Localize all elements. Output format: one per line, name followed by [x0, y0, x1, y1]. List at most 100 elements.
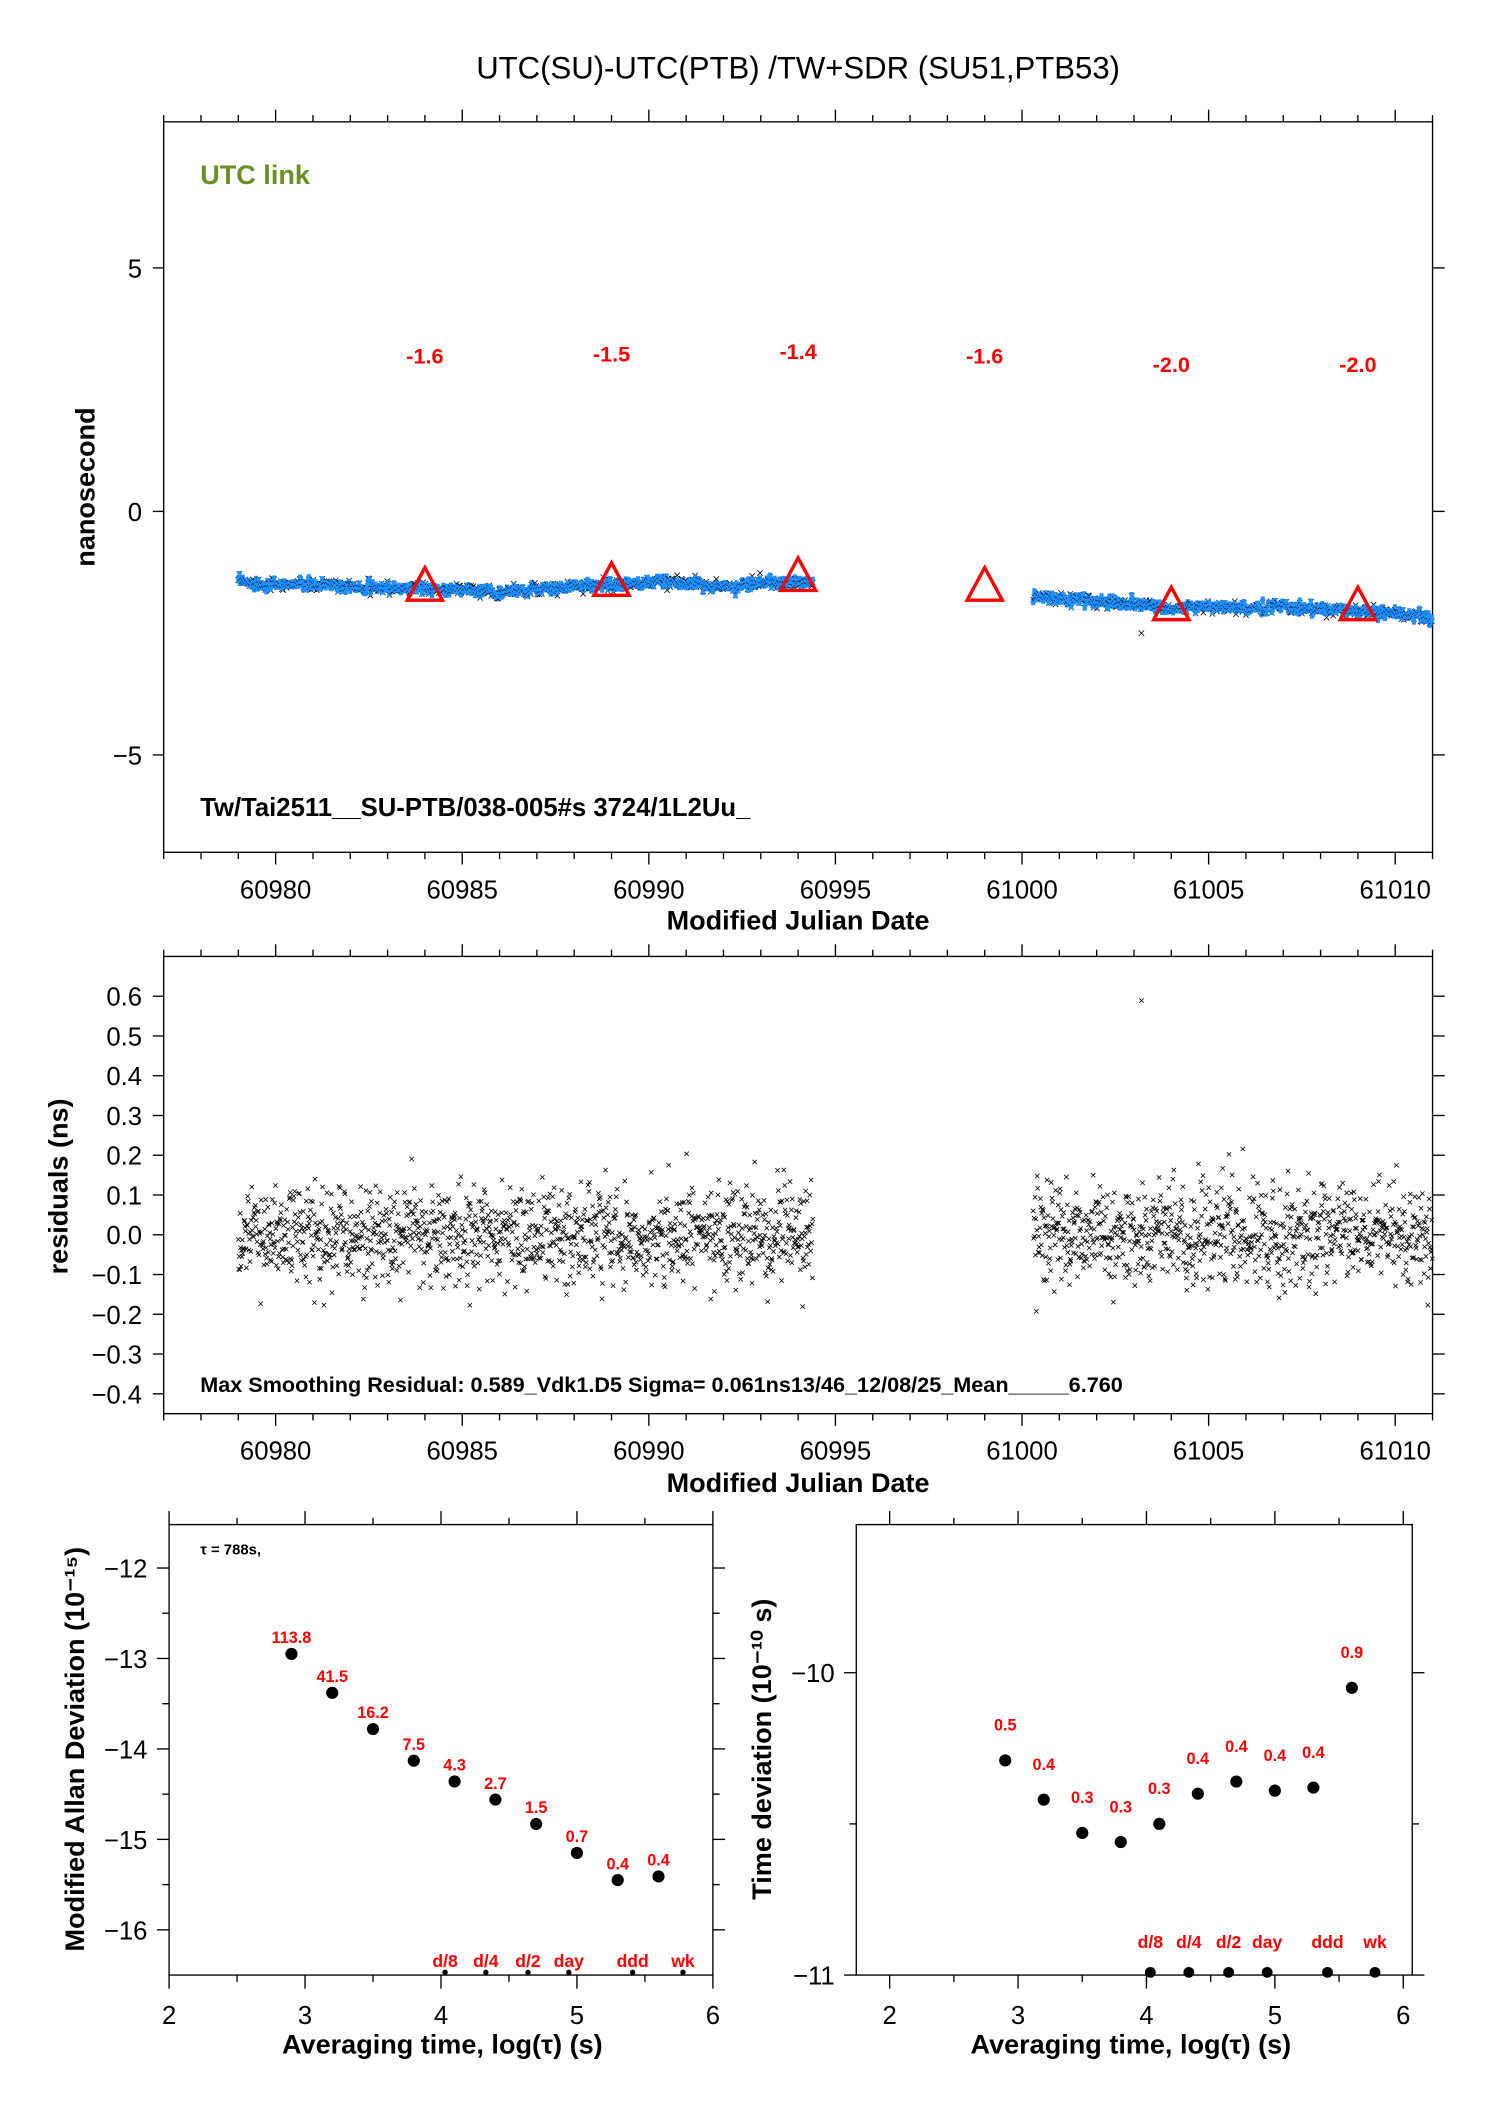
scatter-point: [1429, 1217, 1435, 1223]
scatter-point: [570, 1253, 576, 1259]
x-tick-label: 6: [1396, 2002, 1410, 2030]
scatter-point: [436, 1216, 442, 1222]
scatter-point: [658, 1209, 664, 1215]
scatter-point: [523, 1256, 529, 1262]
scatter-point: [1314, 1264, 1320, 1270]
smoothed-point: [1374, 605, 1379, 614]
scatter-point: [764, 1225, 770, 1231]
scatter-point: [626, 1221, 632, 1227]
scatter-point: [491, 1238, 497, 1243]
scatter-point: [1220, 1165, 1226, 1171]
scatter-point: [598, 1266, 604, 1272]
scatter-point: [1063, 1174, 1069, 1180]
scatter-point: [1376, 1179, 1381, 1184]
y-tick-label: 0.1: [106, 1182, 142, 1210]
scatter-point: [239, 1237, 245, 1243]
smoothed-point: [1373, 611, 1378, 620]
smoothed-point: [528, 587, 533, 596]
scatter-point: [594, 1213, 600, 1218]
scatter-point: [645, 1258, 651, 1264]
scatter-point: [1061, 1226, 1067, 1232]
scatter-point: [406, 1226, 412, 1232]
scatter-point: [1265, 1260, 1271, 1266]
scatter-point: [1045, 1213, 1051, 1218]
scatter-point: [427, 1220, 432, 1226]
scatter-point: [310, 1199, 316, 1205]
period-marker: [1322, 1966, 1333, 1978]
scatter-point: [1239, 1233, 1244, 1238]
scatter-point: [478, 1253, 484, 1259]
scatter-point: [649, 1282, 655, 1288]
scatter-point: [1071, 1219, 1077, 1225]
smoothed-point: [745, 584, 750, 593]
scatter-point: [332, 1245, 338, 1251]
scatter-point: [1251, 1244, 1257, 1250]
scatter-point: [446, 1272, 452, 1278]
scatter-point: [339, 1247, 345, 1253]
scatter-point: [1401, 1234, 1407, 1240]
scatter-point: [721, 1245, 727, 1251]
scatter-point: [401, 1226, 407, 1232]
scatter-point: [375, 1222, 381, 1228]
scatter-point: [338, 1212, 344, 1218]
smoothed-point: [1116, 596, 1121, 605]
scatter-point: [269, 1259, 274, 1265]
scatter-point: [1155, 1227, 1161, 1233]
scatter-point: [701, 1225, 707, 1231]
smoothed-point: [1239, 600, 1244, 609]
scatter-point: [1284, 1248, 1290, 1254]
scatter-point: [407, 1199, 413, 1205]
scatter-point: [462, 1228, 468, 1234]
scatter-point: [1195, 1219, 1201, 1225]
scatter-point: [1306, 1170, 1312, 1176]
scatter-point: [1337, 1219, 1343, 1225]
smoothed-point: [1099, 593, 1104, 602]
scatter-point: [556, 1223, 561, 1229]
smoothed-point: [548, 588, 553, 597]
scatter-point: [1070, 1215, 1076, 1221]
scatter-point: [1207, 1199, 1213, 1205]
scatter-point: [1214, 1189, 1220, 1195]
smoothed-point: [615, 583, 620, 592]
scatter-point: [1133, 1267, 1139, 1273]
triangle-marker: [591, 559, 632, 597]
scatter-point: [749, 1252, 754, 1258]
scatter-point: [1063, 1268, 1068, 1274]
scatter-point: [675, 1237, 681, 1243]
scatter-point: [587, 1217, 593, 1222]
data-point: [1307, 1781, 1320, 1794]
scatter-point: [260, 1239, 266, 1245]
data-point: [1076, 1826, 1089, 1840]
scatter-point: [333, 1214, 338, 1220]
scatter-point: [638, 1253, 644, 1259]
scatter-point: [1303, 1235, 1309, 1241]
scatter-point: [762, 1270, 768, 1276]
scatter-point: [629, 1212, 635, 1218]
scatter-point: [466, 1200, 472, 1206]
scatter-point: [1409, 1255, 1415, 1261]
smoothed-point: [454, 582, 459, 591]
scatter-point: [663, 1196, 669, 1202]
scatter-point: [1124, 1268, 1130, 1274]
scatter-point: [661, 1274, 667, 1280]
scatter-point: [1399, 1242, 1405, 1247]
scatter-point: [430, 1208, 436, 1214]
scatter-point: [428, 1285, 434, 1291]
smoothed-point: [1193, 607, 1198, 616]
scatter-point: [1073, 1251, 1079, 1257]
scatter-point: [1320, 1252, 1326, 1258]
scatter-point: [518, 1242, 524, 1248]
scatter-point: [1280, 1221, 1286, 1227]
scatter-point: [576, 1270, 582, 1276]
smoothed-point: [1289, 601, 1294, 610]
scatter-point: [562, 1215, 568, 1221]
scatter-point: [609, 1250, 615, 1256]
scatter-point: [376, 1250, 382, 1256]
scatter-point: [1117, 1226, 1123, 1232]
scatter-point: [1357, 1196, 1363, 1202]
scatter-point: [731, 1221, 737, 1227]
scatter-point: [404, 1204, 410, 1210]
x-tick-label: 61005: [1173, 876, 1244, 904]
x-tick-label: 6: [706, 2002, 720, 2030]
scatter-point: [277, 1215, 283, 1221]
